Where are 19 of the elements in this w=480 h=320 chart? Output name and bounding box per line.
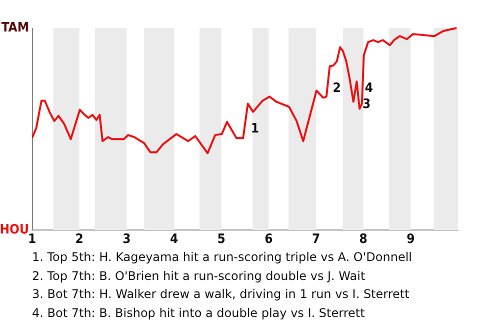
x-tick-label: 8 <box>359 232 368 248</box>
text: HOU <box>0 222 29 238</box>
text: 1. Top 5th: H. Kageyama hit a run-scoring triple vs A. O'Donnell <box>32 249 413 266</box>
x-tick-label: 1 <box>28 232 36 248</box>
text: 3. Bot 7th: H. Walker drew a walk, driving in 1 run vs I. Sterrett <box>32 286 410 303</box>
x-tick-label: 2 <box>75 232 84 248</box>
annotation: 3 <box>362 97 371 112</box>
x-tick-label: 9 <box>406 232 415 248</box>
text: 2. Top 7th: B. O'Brien hit a run-scoring double vs J. Wait <box>32 268 366 284</box>
x-tick-label: 5 <box>217 232 226 248</box>
annotation: 4 <box>364 80 374 96</box>
text: TAM <box>1 20 29 36</box>
x-tick-label: 3 <box>122 232 131 248</box>
x-tick-label: 4 <box>170 232 178 248</box>
annotation: 1 <box>250 121 259 136</box>
x-tick-label: 6 <box>264 232 273 248</box>
x-tick-label: 7 <box>312 232 320 248</box>
text: 4. Bot 7th: B. Bishop hit into a double play vs I. Sterrett <box>32 304 366 320</box>
annotation: 2 <box>332 80 341 96</box>
